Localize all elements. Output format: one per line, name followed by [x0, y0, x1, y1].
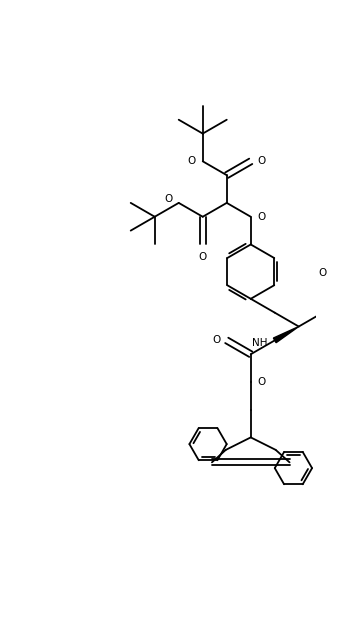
Text: O: O	[257, 156, 265, 166]
Text: O: O	[319, 268, 327, 278]
Text: O: O	[199, 252, 207, 262]
Text: O: O	[212, 336, 221, 345]
Text: NH: NH	[252, 337, 267, 348]
Text: O: O	[164, 194, 172, 204]
Polygon shape	[274, 327, 299, 343]
Text: O: O	[257, 377, 265, 387]
Text: O: O	[258, 212, 266, 222]
Text: O: O	[188, 156, 196, 166]
